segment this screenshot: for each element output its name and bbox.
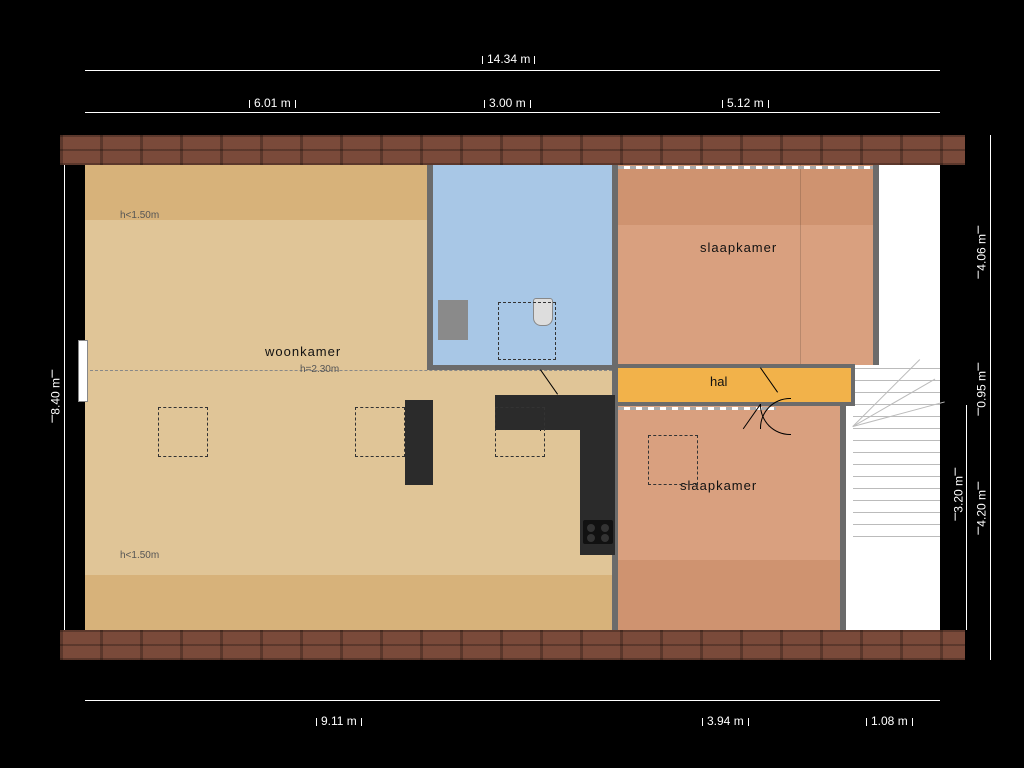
room-hal xyxy=(615,367,853,403)
rail-slaap2 xyxy=(618,407,776,410)
dimline-left xyxy=(64,135,65,660)
wall-slaap1-right xyxy=(873,165,879,365)
dimline-right2 xyxy=(966,405,967,630)
skylight-3 xyxy=(495,407,545,457)
wall-bath-bottom xyxy=(430,365,615,370)
dimline-right xyxy=(990,135,991,660)
dim-top-total: 14.34 m xyxy=(478,52,539,66)
rail-slaap1 xyxy=(618,166,876,169)
floorplan-stage: 6.01 m 14.34 m 3.00 m 5.12 m 9.11 m 3.94… xyxy=(0,0,1024,768)
dimline-bot xyxy=(85,700,940,701)
slaap1-divider xyxy=(800,165,801,365)
window-left xyxy=(78,340,88,402)
wall-slaap2-right xyxy=(840,405,846,630)
dim-bot-3: 1.08 m xyxy=(862,714,917,728)
dim-bot-1: 9.11 m xyxy=(312,714,366,728)
skylight-slaap2 xyxy=(648,435,698,485)
dim-right-1: 4.06 m xyxy=(974,226,989,279)
skylight-1 xyxy=(158,407,208,457)
wall-hal-right xyxy=(851,367,855,403)
wall-hal-bot xyxy=(615,402,855,406)
roof-bottom xyxy=(60,630,965,660)
skylight-2 xyxy=(355,407,405,457)
dimline-top xyxy=(85,70,940,71)
dimline-top2 xyxy=(85,112,940,113)
roof-top xyxy=(60,135,965,165)
dim-top-1: 6.01 m xyxy=(245,96,300,110)
room-slaap1 xyxy=(618,165,876,365)
wall-bath-left xyxy=(427,165,433,370)
dim-top-2: 3.00 m xyxy=(480,96,535,110)
dim-right-2: 0.95 m xyxy=(974,363,989,416)
dim-bot-2: 3.94 m xyxy=(698,714,753,728)
woonkamer-midline xyxy=(90,370,612,371)
dim-top-3: 5.12 m xyxy=(718,96,773,110)
stairs-radial xyxy=(853,367,940,427)
fixture-cabinet xyxy=(438,300,468,340)
dim-right-3: 4.20 m xyxy=(974,482,989,535)
kitchen-island xyxy=(405,400,433,485)
dim-right-4: 3.20 m xyxy=(951,468,966,521)
kitchen-hob xyxy=(583,520,613,544)
skylight-bath xyxy=(498,302,556,360)
wall-hal-top xyxy=(615,364,855,368)
dim-left-1: 8.40 m xyxy=(48,370,63,423)
